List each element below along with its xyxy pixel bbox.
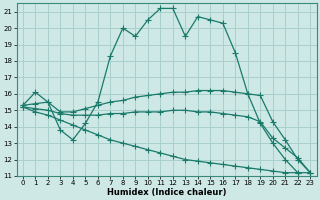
X-axis label: Humidex (Indice chaleur): Humidex (Indice chaleur) (107, 188, 226, 197)
